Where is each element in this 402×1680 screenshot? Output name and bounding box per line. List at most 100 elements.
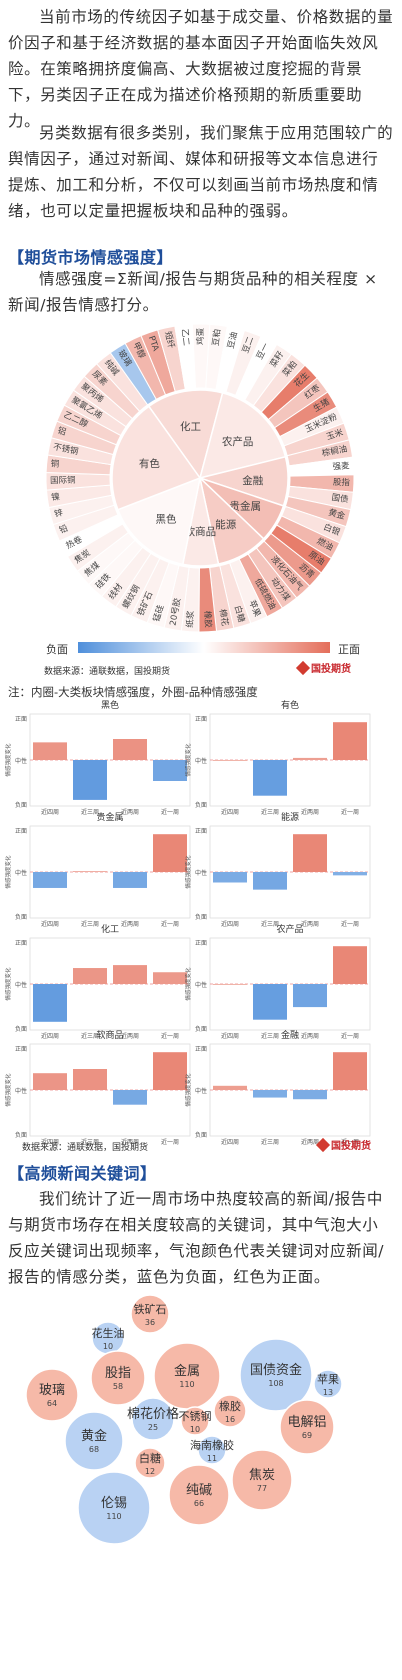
- y-tick-label: 负面: [195, 1131, 207, 1139]
- bar-logo: 国投期货: [315, 1137, 371, 1152]
- bubble-circle: [313, 1369, 343, 1399]
- bubble-keyword: 橡胶: [219, 1399, 241, 1413]
- y-tick-label: 中性: [195, 869, 207, 877]
- x-tick-label: 近一周: [161, 808, 179, 816]
- bar: [333, 1052, 367, 1090]
- bar: [73, 1069, 107, 1090]
- bubble-count: 11: [207, 1454, 217, 1463]
- bubble-count: 108: [268, 1379, 283, 1388]
- bar: [333, 946, 367, 984]
- x-tick-label: 近两周: [301, 808, 319, 816]
- bar-chart-title: 化工: [101, 923, 119, 935]
- bar-source: 数据来源：通联数据，国投期货: [22, 1143, 149, 1153]
- y-tick-label: 中性: [15, 1087, 27, 1095]
- bar: [253, 872, 287, 890]
- inner-sector-label: 化工: [180, 420, 201, 433]
- logo-text: 国投期货: [331, 1141, 371, 1152]
- bubble-keyword: 花生油: [92, 1326, 125, 1340]
- y-tick-label: 正面: [195, 1046, 207, 1053]
- y-tick-label: 中性: [15, 869, 27, 877]
- bar-chart-title: 有色: [281, 700, 299, 711]
- bubble-keyword: 棉花价格: [127, 1406, 179, 1422]
- y-tick-label: 负面: [15, 1131, 27, 1139]
- bubble-circle: [231, 1449, 293, 1511]
- sunburst-logo: 国投期货: [295, 660, 351, 675]
- bar: [113, 965, 147, 984]
- bubble-count: 36: [145, 1318, 155, 1327]
- outer-sector: [174, 323, 197, 390]
- intro-paragraph-1: 当前市场的传统因子如基于成交量、价格数据的量价因子和基于经济数据的基本面因子开始…: [8, 8, 394, 130]
- bar-chart-title: 能源: [281, 811, 299, 823]
- bar: [213, 1085, 247, 1090]
- bubble-circle: [130, 1294, 170, 1334]
- outer-sector-label: 强麦: [332, 460, 350, 472]
- bar: [213, 760, 247, 761]
- x-tick-label: 近一周: [341, 1138, 359, 1146]
- bubble-keyword: 国债资金: [250, 1362, 302, 1378]
- y-tick-label: 负面: [15, 913, 27, 921]
- x-tick-label: 近一周: [161, 1138, 179, 1146]
- bubble-count: 110: [179, 1380, 194, 1389]
- bar: [153, 760, 187, 781]
- x-tick-label: 近四周: [221, 920, 239, 928]
- x-tick-label: 近一周: [161, 920, 179, 928]
- x-tick-label: 近四周: [41, 808, 59, 816]
- bubble-count: 77: [257, 1484, 267, 1493]
- inner-sector-label: 能源: [215, 518, 236, 531]
- bubble-circle: [168, 1464, 230, 1526]
- bar-chart-title: 黑色: [101, 700, 119, 711]
- bar: [33, 872, 67, 888]
- y-tick-label: 正面: [195, 716, 207, 723]
- keyword-bubble: 橡胶 16: [213, 1394, 247, 1428]
- x-tick-label: 近一周: [341, 1032, 359, 1040]
- x-tick-label: 近两周: [301, 920, 319, 928]
- inner-sector-label: 黑色: [156, 512, 177, 525]
- y-axis-label: 情感强度变化: [184, 967, 192, 1001]
- bar: [253, 984, 287, 1020]
- keyword-section-title: 【高频新闻关键词】: [8, 1164, 157, 1183]
- y-tick-label: 正面: [15, 716, 27, 723]
- bubble-circle: [131, 1397, 175, 1441]
- logo-mark-icon: [315, 1137, 331, 1152]
- inner-sector-label: 农产品: [222, 435, 254, 448]
- bar: [73, 760, 107, 800]
- x-tick-label: 近两周: [301, 1032, 319, 1040]
- outer-sector-label: 镍: [51, 491, 61, 503]
- x-tick-label: 近四周: [41, 1032, 59, 1040]
- y-tick-label: 正面: [195, 828, 207, 835]
- keyword-bubble: 不锈钢 10: [179, 1406, 212, 1436]
- bubble-count: 13: [323, 1388, 333, 1397]
- bubble-keyword: 黄金: [81, 1428, 107, 1444]
- bubble-circle: [64, 1411, 124, 1471]
- bubble-count: 25: [148, 1423, 158, 1432]
- x-tick-label: 近两周: [301, 1138, 319, 1146]
- bar-chart-title: 金融: [281, 1029, 299, 1041]
- y-tick-label: 负面: [195, 801, 207, 809]
- logo-text: 国投期货: [311, 664, 351, 675]
- outer-sector-label: 玉米: [325, 427, 345, 443]
- x-tick-label: 近三周: [261, 920, 279, 928]
- keyword-bubble: 海南橡胶 11: [190, 1435, 234, 1465]
- keyword-paragraph: 我们统计了近一周市场中热度较高的新闻/报告中与期货市场存在相关度较高的关键词，其…: [8, 1190, 385, 1286]
- sunburst-note: 注：内圈-大类板块情感强度，外圈-品种情感强度: [8, 685, 258, 699]
- y-axis-label: 情感强度变化: [4, 743, 12, 777]
- outer-sector-label: 纸浆: [184, 610, 196, 628]
- x-tick-label: 近四周: [41, 1138, 59, 1146]
- x-tick-label: 近两周: [121, 1032, 139, 1040]
- inner-sector-label: 有色: [139, 457, 160, 470]
- bubble-circle: [90, 1350, 146, 1406]
- outer-sector-label: 乙二: [179, 328, 191, 346]
- x-tick-label: 近三周: [81, 808, 99, 816]
- bubble-count: 66: [194, 1499, 204, 1508]
- x-tick-label: 近两周: [121, 1138, 139, 1146]
- logo-mark-icon: [295, 660, 311, 675]
- inner-sector-label: 金融: [242, 474, 263, 487]
- outer-sector-label: 黄金: [327, 507, 347, 522]
- bubble-keyword: 金属: [174, 1363, 200, 1379]
